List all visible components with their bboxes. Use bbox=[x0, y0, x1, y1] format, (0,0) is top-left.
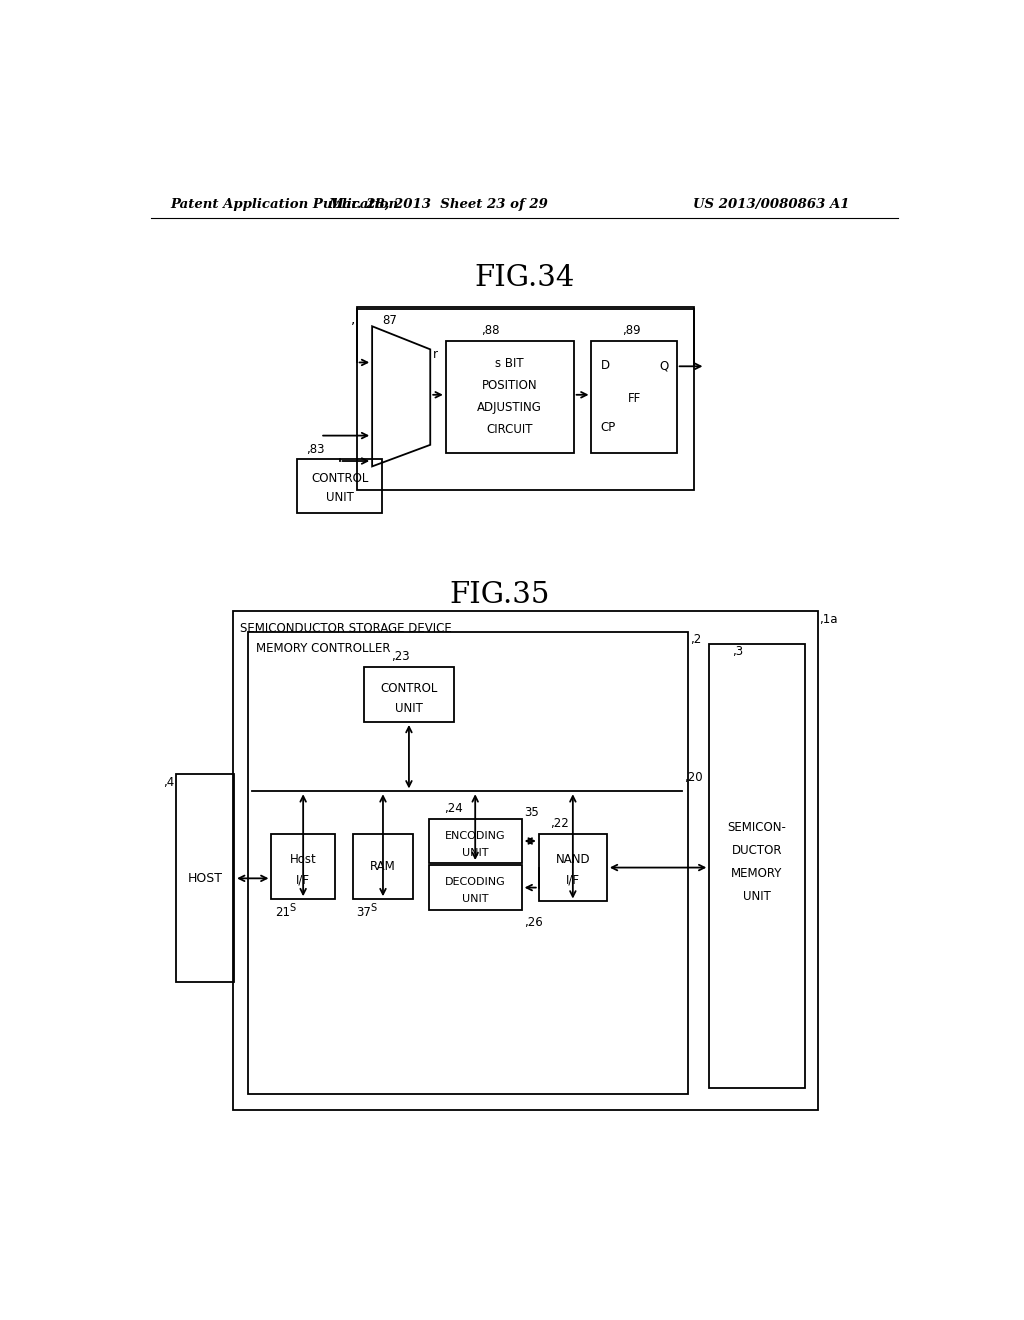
Text: ,1a: ,1a bbox=[819, 612, 838, 626]
Text: RAM: RAM bbox=[370, 859, 396, 873]
Bar bbox=[365, 667, 454, 722]
Bar bbox=[429, 818, 521, 863]
Bar bbox=[248, 632, 688, 1094]
Bar bbox=[352, 834, 414, 899]
Text: FF: FF bbox=[628, 392, 641, 405]
Text: 21: 21 bbox=[275, 907, 290, 920]
Bar bbox=[429, 866, 521, 909]
Text: ,26: ,26 bbox=[524, 916, 543, 929]
Text: NAND: NAND bbox=[556, 853, 590, 866]
Text: D: D bbox=[601, 359, 610, 372]
Text: S: S bbox=[371, 903, 377, 913]
Text: UNIT: UNIT bbox=[462, 847, 488, 858]
Text: ,3: ,3 bbox=[732, 645, 743, 659]
Text: ,: , bbox=[351, 312, 355, 326]
Text: ,89: ,89 bbox=[623, 325, 641, 338]
Text: FIG.34: FIG.34 bbox=[474, 264, 575, 292]
Bar bbox=[271, 834, 335, 899]
Text: ,24: ,24 bbox=[444, 801, 463, 814]
Text: r: r bbox=[433, 348, 438, 362]
Bar bbox=[710, 644, 805, 1088]
Text: ADJUSTING: ADJUSTING bbox=[477, 400, 542, 413]
Text: UNIT: UNIT bbox=[743, 890, 771, 903]
Bar bbox=[232, 611, 818, 1110]
Text: DECODING: DECODING bbox=[444, 878, 506, 887]
Text: ,22: ,22 bbox=[550, 817, 569, 830]
Text: ,23: ,23 bbox=[391, 649, 411, 663]
Text: I/F: I/F bbox=[296, 874, 310, 887]
Text: US 2013/0080863 A1: US 2013/0080863 A1 bbox=[693, 198, 850, 211]
Bar bbox=[592, 341, 677, 453]
Bar bbox=[356, 308, 693, 490]
Text: Host: Host bbox=[290, 853, 316, 866]
Text: 37: 37 bbox=[356, 907, 372, 920]
Text: Mar. 28, 2013  Sheet 23 of 29: Mar. 28, 2013 Sheet 23 of 29 bbox=[328, 198, 548, 211]
Text: S: S bbox=[289, 903, 295, 913]
Text: SEMICON-: SEMICON- bbox=[727, 821, 786, 834]
Text: 35: 35 bbox=[524, 807, 539, 820]
Bar bbox=[445, 341, 573, 453]
Text: CONTROL: CONTROL bbox=[311, 473, 369, 486]
Text: ,83: ,83 bbox=[306, 444, 325, 455]
Bar bbox=[297, 459, 382, 512]
Text: I/F: I/F bbox=[566, 874, 580, 887]
Text: POSITION: POSITION bbox=[482, 379, 538, 392]
Text: HOST: HOST bbox=[187, 871, 222, 884]
Bar bbox=[539, 834, 607, 902]
Text: SEMICONDUCTOR STORAGE DEVICE: SEMICONDUCTOR STORAGE DEVICE bbox=[241, 622, 453, 635]
Text: s BIT: s BIT bbox=[496, 358, 524, 371]
Text: ,4: ,4 bbox=[163, 776, 174, 789]
Text: ,20: ,20 bbox=[684, 771, 703, 784]
Text: FIG.35: FIG.35 bbox=[450, 581, 550, 609]
Bar bbox=[176, 775, 234, 982]
Text: Q: Q bbox=[659, 359, 669, 372]
Text: CONTROL: CONTROL bbox=[380, 681, 437, 694]
Text: MEMORY CONTROLLER: MEMORY CONTROLLER bbox=[256, 643, 390, 656]
Text: ,2: ,2 bbox=[690, 634, 701, 647]
Text: ,88: ,88 bbox=[480, 325, 499, 338]
Text: MEMORY: MEMORY bbox=[731, 867, 782, 880]
Text: UNIT: UNIT bbox=[326, 491, 353, 504]
Text: 87: 87 bbox=[382, 314, 397, 326]
Text: DUCTOR: DUCTOR bbox=[732, 843, 782, 857]
Text: CP: CP bbox=[601, 421, 616, 434]
Text: CIRCUIT: CIRCUIT bbox=[486, 422, 532, 436]
Text: Patent Application Publication: Patent Application Publication bbox=[171, 198, 398, 211]
Text: UNIT: UNIT bbox=[462, 894, 488, 904]
Text: UNIT: UNIT bbox=[395, 702, 423, 714]
Text: ENCODING: ENCODING bbox=[444, 832, 506, 841]
